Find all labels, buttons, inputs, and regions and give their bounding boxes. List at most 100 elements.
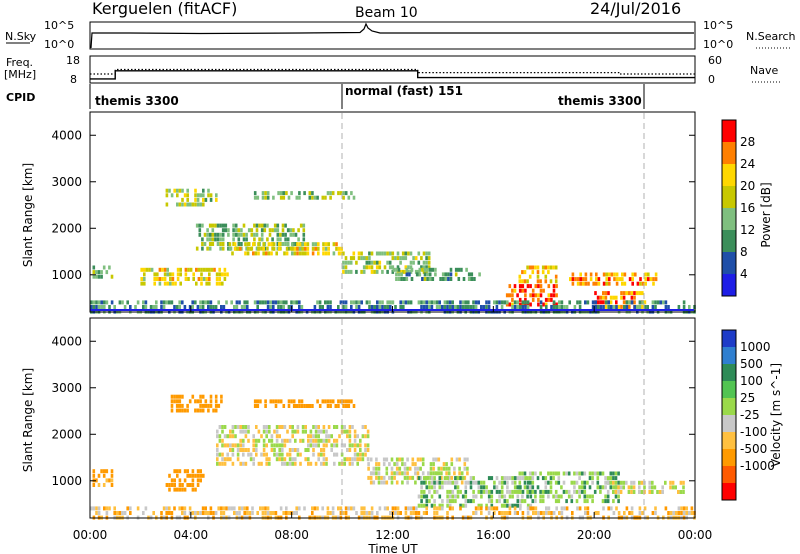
scatter-cell <box>541 499 545 504</box>
scatter-cell <box>524 476 527 481</box>
scatter-cell <box>627 490 631 494</box>
scatter-cell <box>417 300 421 305</box>
scatter-cell <box>224 223 228 228</box>
scatter-cell <box>286 237 290 242</box>
scatter-cell <box>518 485 522 490</box>
scatter-cell <box>227 242 230 246</box>
scatter-cell <box>299 452 302 457</box>
scatter-cell <box>482 480 486 485</box>
scatter-cell <box>648 480 651 485</box>
scatter-cell <box>427 475 430 480</box>
scatter-cell <box>294 461 297 466</box>
scatter-cell <box>376 305 379 309</box>
scatter-cell <box>498 511 501 515</box>
scatter-cell <box>329 195 332 200</box>
scatter-cell <box>578 494 581 499</box>
scatter-cell <box>511 305 514 309</box>
scatter-cell <box>191 478 195 483</box>
scatter-cell <box>467 305 470 309</box>
scatter-cell <box>412 511 415 515</box>
scatter-cell <box>321 506 324 511</box>
scatter-cell <box>369 480 373 485</box>
scatter-cell <box>246 242 250 247</box>
scatter-cell <box>565 305 569 309</box>
scatter-cell <box>380 480 383 485</box>
scatter-cell <box>393 471 396 476</box>
scatter-cell <box>246 251 250 256</box>
scatter-cell <box>470 277 474 281</box>
scatter-cell <box>276 223 280 228</box>
scatter-cell <box>287 404 291 408</box>
scatter-cell <box>578 471 581 476</box>
scatter-cell <box>528 489 532 494</box>
scatter-cell <box>333 425 336 429</box>
scatter-cell <box>430 494 434 499</box>
scatter-cell <box>669 485 672 490</box>
scatter-cell <box>552 300 556 305</box>
scatter-cell <box>560 511 564 515</box>
scatter-cell <box>152 511 155 515</box>
scatter-cell <box>495 485 499 490</box>
scatter-cell <box>433 511 436 515</box>
scatter-cell <box>508 506 512 511</box>
scatter-cell <box>348 448 352 452</box>
scatter-cell <box>625 300 629 305</box>
scatter-cell <box>467 300 470 305</box>
scatter-cell <box>311 242 315 247</box>
scatter-cell <box>573 485 576 490</box>
scatter-cell <box>369 471 373 476</box>
scatter-cell <box>565 489 568 494</box>
scatter-cell <box>627 485 631 490</box>
scatter-cell <box>281 443 284 448</box>
scatter-cell <box>234 223 238 228</box>
scatter-cell <box>521 511 525 515</box>
scatter-cell <box>331 506 335 511</box>
scatter-cell <box>322 242 325 247</box>
scatter-cell <box>622 480 625 485</box>
scatter-cell <box>612 490 615 494</box>
scatter-cell <box>103 305 106 309</box>
scatter-cell <box>416 457 420 462</box>
scatter-cell <box>233 242 237 247</box>
scatter-cell <box>268 461 271 466</box>
scatter-cell <box>425 485 429 490</box>
scatter-cell <box>406 466 409 471</box>
scatter-cell <box>405 272 409 277</box>
scatter-cell <box>262 443 266 448</box>
scatter-cell <box>282 300 285 305</box>
scatter-cell <box>273 429 276 434</box>
scatter-cell <box>222 506 226 511</box>
scatter-cell <box>181 202 184 207</box>
scatter-cell <box>412 260 415 265</box>
scatter-cell <box>446 503 449 508</box>
scatter-cell <box>399 260 402 265</box>
scatter-cell <box>401 269 405 274</box>
scatter-cell <box>327 434 331 439</box>
x-tick-label: 00:00 <box>678 528 713 542</box>
scatter-cell <box>344 256 348 261</box>
scatter-cell <box>433 489 436 494</box>
y-tick-label: 2000 <box>51 427 82 441</box>
scatter-cell <box>144 506 148 511</box>
scatter-cell <box>219 223 222 228</box>
scatter-cell <box>438 506 441 511</box>
scatter-cell <box>209 399 213 404</box>
scatter-cell <box>391 256 395 261</box>
scatter-cell <box>196 202 200 207</box>
scatter-cell <box>178 403 182 408</box>
scatter-cell <box>317 429 320 434</box>
scatter-cell <box>221 242 225 246</box>
scatter-cell <box>394 506 397 511</box>
scatter-cell <box>438 305 441 309</box>
scatter-cell <box>608 277 611 282</box>
scatter-cell <box>218 277 221 281</box>
scatter-cell <box>178 469 182 474</box>
scatter-cell <box>524 293 527 298</box>
scatter-cell <box>485 506 488 511</box>
scatter-cell <box>317 452 320 457</box>
scatter-cell <box>606 480 610 485</box>
scatter-cell <box>212 305 215 309</box>
scatter-cell <box>495 506 499 511</box>
scatter-cell <box>495 476 499 481</box>
